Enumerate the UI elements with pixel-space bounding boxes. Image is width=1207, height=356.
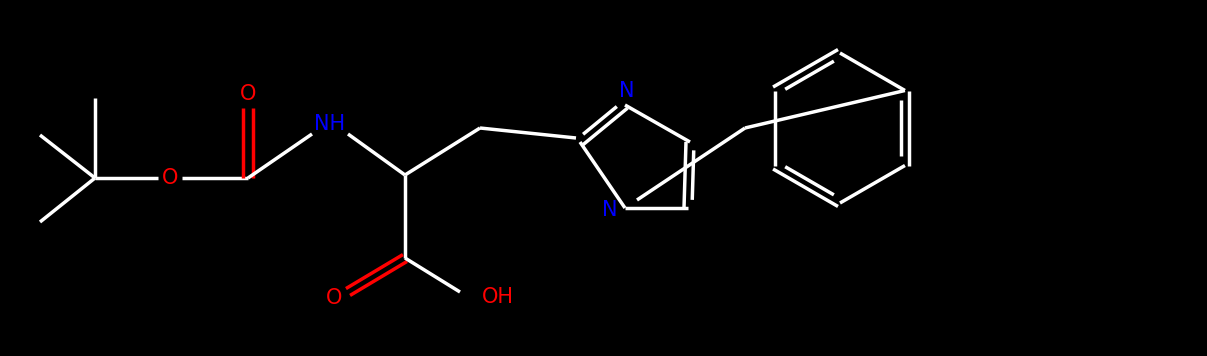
- Text: N: N: [602, 200, 618, 220]
- Text: NH: NH: [315, 114, 345, 134]
- Text: OH: OH: [482, 287, 514, 307]
- Text: O: O: [162, 168, 179, 188]
- Text: N: N: [619, 81, 635, 101]
- Text: O: O: [240, 84, 256, 104]
- Text: O: O: [326, 288, 343, 308]
